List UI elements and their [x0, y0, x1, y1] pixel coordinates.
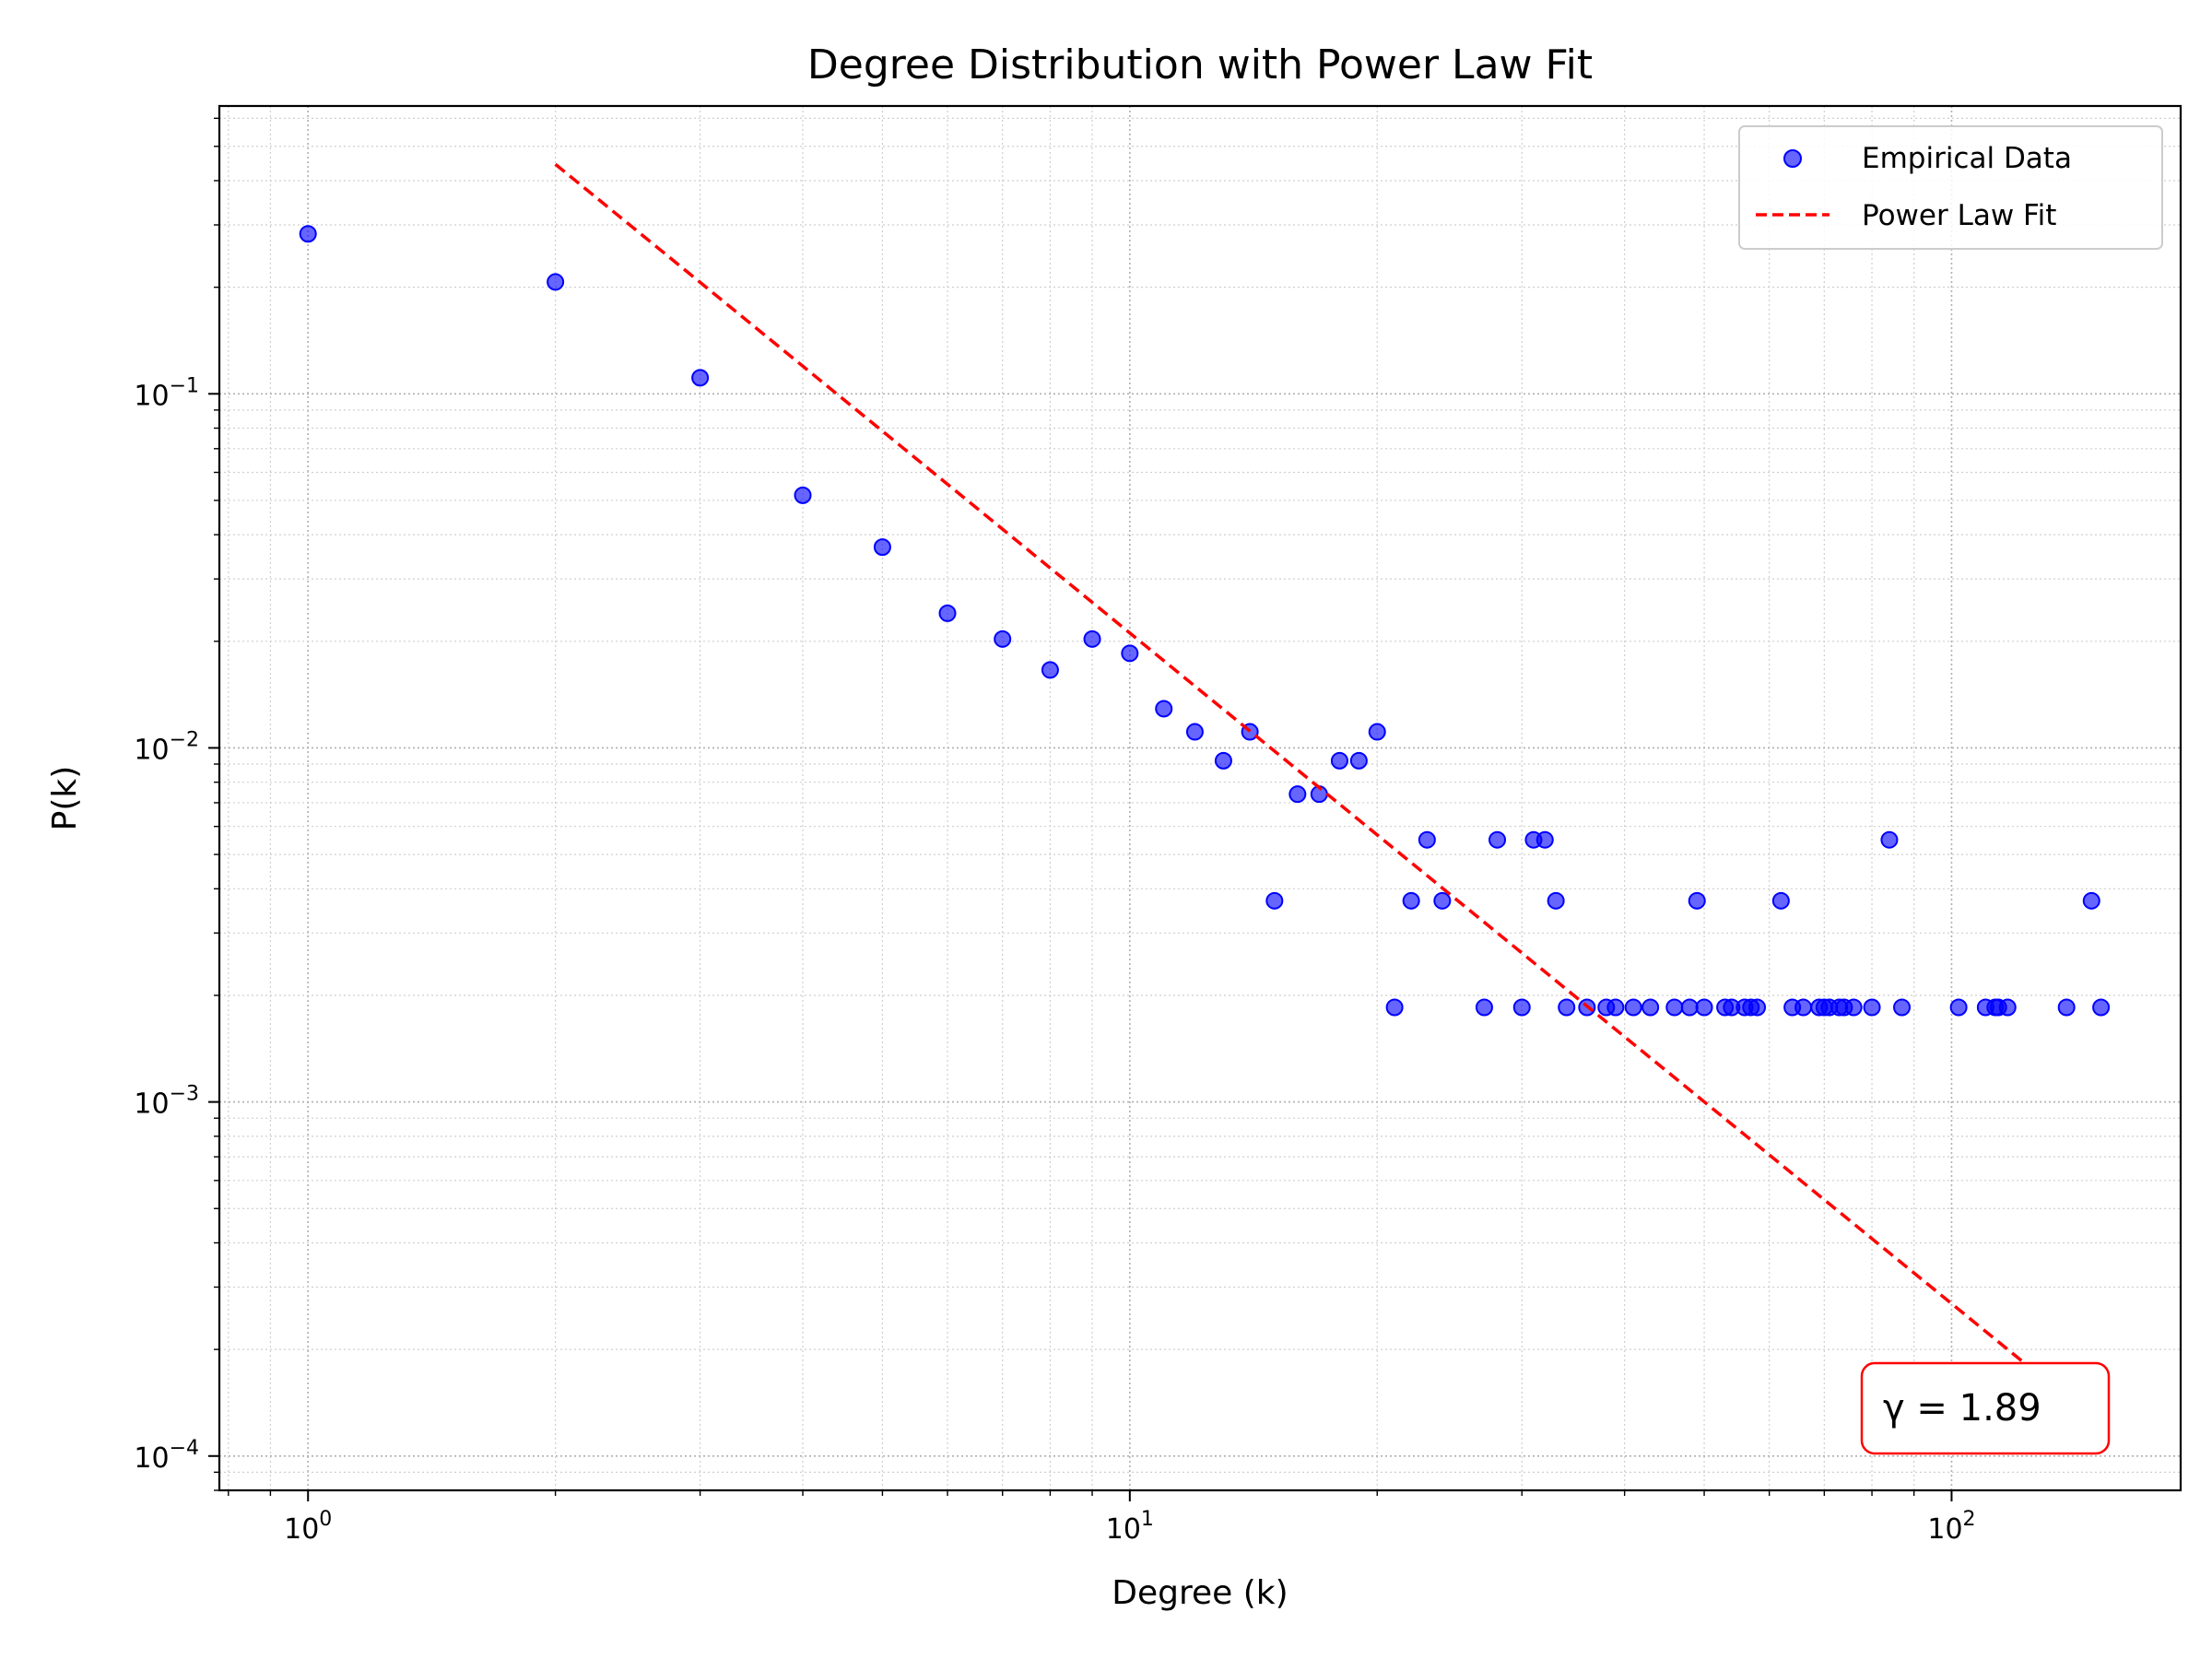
legend-label-empirical: Empirical Data: [1862, 142, 2072, 175]
y-tick-label: 10−4: [134, 1437, 199, 1475]
data-point: [1488, 830, 1507, 849]
data-point: [1558, 998, 1576, 1017]
data-point: [873, 538, 891, 557]
plot-frame: [218, 104, 2183, 1492]
data-point: [1880, 830, 1899, 849]
data-point: [1893, 998, 1912, 1017]
data-point: [1402, 891, 1420, 910]
data-point: [994, 629, 1012, 648]
data-point: [1475, 998, 1493, 1017]
y-tick-label: 10−1: [134, 374, 199, 412]
data-point: [1121, 644, 1139, 663]
data-point: [1385, 998, 1404, 1017]
data-point: [1547, 891, 1565, 910]
data-point: [2057, 998, 2076, 1017]
data-layer: [299, 162, 2111, 1366]
data-point: [1998, 998, 2017, 1017]
data-point: [299, 225, 317, 243]
x-axis-label: Degree (k): [1112, 1574, 1288, 1612]
data-point: [691, 369, 710, 387]
data-point: [794, 486, 812, 504]
data-point: [1641, 998, 1660, 1017]
data-point: [2092, 998, 2111, 1017]
data-point: [1185, 723, 1204, 741]
data-point: [1214, 751, 1232, 770]
annotation-box: [1860, 1361, 2111, 1455]
data-point: [1512, 998, 1531, 1017]
data-point: [547, 273, 565, 291]
data-point: [1688, 891, 1706, 910]
x-tick-label: 102: [1927, 1508, 1975, 1546]
data-point: [1041, 661, 1059, 679]
y-tick-label: 10−3: [134, 1083, 199, 1121]
data-point: [1680, 998, 1699, 1017]
y-axis-label: P(k): [46, 766, 84, 831]
data-point: [1665, 998, 1684, 1017]
data-point: [1844, 998, 1863, 1017]
data-point: [1368, 723, 1386, 741]
data-point: [1288, 785, 1307, 804]
data-point: [1265, 891, 1284, 910]
x-tick-label: 100: [284, 1508, 332, 1546]
data-point: [1748, 998, 1767, 1017]
major-ticks-layer: [208, 393, 1953, 1501]
legend-box: [1738, 125, 2163, 250]
data-point: [1863, 998, 1881, 1017]
data-point: [1349, 751, 1368, 770]
annotation-text: γ = 1.89: [1883, 1387, 2041, 1430]
y-tick-label: 10−2: [134, 728, 199, 766]
data-point: [1606, 998, 1625, 1017]
data-point: [1624, 998, 1642, 1017]
data-point: [1771, 891, 1790, 910]
data-point: [1083, 629, 1101, 648]
power-law-fit-line: [554, 162, 2027, 1366]
data-point: [938, 604, 957, 622]
data-point: [1949, 998, 1968, 1017]
data-point: [1155, 700, 1173, 718]
gamma-annotation: γ = 1.89: [1860, 1361, 2111, 1455]
legend-label-power-law: Power Law Fit: [1862, 199, 2056, 232]
data-point: [1535, 830, 1554, 849]
data-point: [2082, 891, 2100, 910]
legend-marker-empirical: [1783, 149, 1802, 168]
data-point: [1794, 998, 1813, 1017]
minor-ticks-layer: [214, 117, 1915, 1496]
x-tick-label: 101: [1106, 1508, 1154, 1546]
chart-title: Degree Distribution with Power Law Fit: [807, 41, 1593, 88]
data-point: [1330, 751, 1348, 770]
data-point: [1418, 830, 1436, 849]
data-point: [1695, 998, 1713, 1017]
legend: Empirical Data Power Law Fit: [1738, 125, 2163, 250]
data-point: [1433, 891, 1452, 910]
grid-layer: [219, 106, 2181, 1491]
